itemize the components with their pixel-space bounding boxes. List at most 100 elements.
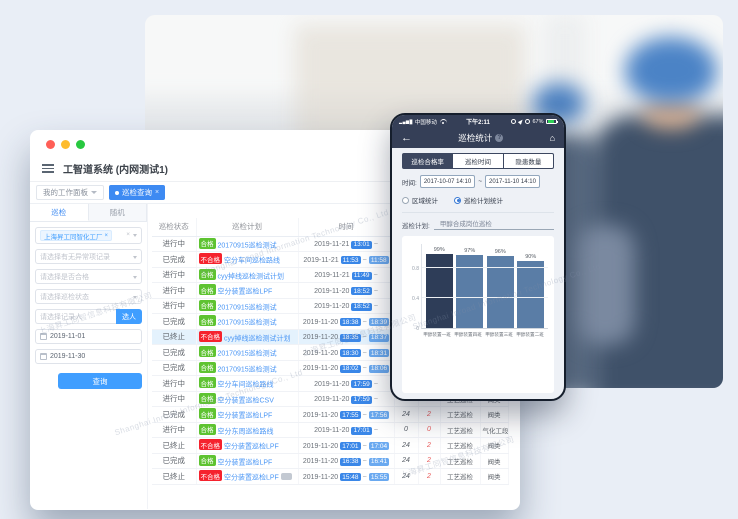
- date-text: 2019-11-20: [314, 427, 350, 434]
- item-count-cell: 24: [394, 468, 419, 485]
- tilde: ~: [362, 473, 367, 481]
- time-to-input[interactable]: 2017-11-10 14:10: [484, 175, 540, 188]
- plan-link[interactable]: 空分装置巡检LPF: [217, 288, 273, 296]
- plan-link[interactable]: 空分装置巡检LPF: [224, 474, 279, 482]
- column-header: 时间: [298, 218, 395, 237]
- pick-person-button[interactable]: 选人: [116, 309, 142, 324]
- plan-link[interactable]: cyy掉线巡检测试计划: [217, 273, 285, 280]
- abnormal-record-select[interactable]: 请选择有无异常项记录: [35, 249, 142, 264]
- input-placeholder: 请选择记录人: [40, 313, 82, 321]
- tilde: ~: [362, 411, 367, 419]
- status-cell: 进行中: [152, 267, 197, 283]
- plan-label: 巡检计划:: [402, 223, 430, 230]
- sidebar-tab-random[interactable]: 随机: [88, 204, 147, 221]
- inspection-type-cell: 工艺巡检: [440, 453, 481, 469]
- bar-column: 90%: [517, 254, 545, 328]
- result-badge: 不合格: [198, 439, 222, 450]
- radio-plan-statistics[interactable]: 巡检计划统计: [454, 195, 503, 205]
- recorder-input[interactable]: 请选择记录人: [35, 309, 116, 324]
- remove-tag-icon[interactable]: ×: [104, 232, 109, 239]
- clear-select-icon[interactable]: ×: [126, 231, 130, 238]
- tilde: ~: [362, 318, 367, 326]
- abnormal-count-cell: 2: [418, 453, 441, 469]
- start-time-pill: 18:35: [340, 333, 361, 342]
- plan-link[interactable]: 空分装置巡检CSV: [217, 397, 274, 404]
- start-time-pill: 13:01: [351, 240, 372, 249]
- phone-page-title: 巡检统计: [458, 133, 493, 143]
- radio-icon: [402, 196, 409, 204]
- area-cell: 阀类: [480, 453, 509, 469]
- alarm-icon: [525, 119, 530, 124]
- plan-cell: 合格 空分装置巡检CSV: [196, 391, 299, 407]
- table-row[interactable]: 已完成 合格 空分装置巡检LPF 2019-11-20 17:55 ~ 17:56…: [152, 406, 509, 423]
- time-cell: 2019-11-21 11:53 ~ 11:58: [298, 251, 395, 268]
- sidebar-tab-inspection[interactable]: 巡检: [30, 204, 89, 221]
- time-from-input[interactable]: 2017-10-07 14:10: [419, 175, 476, 188]
- bar-chart-card: 0 0.4 0.8 99% 97% 96% 90% 甲醇装置一班 甲醇装置四班 甲醇装置三班甲…: [402, 236, 554, 393]
- status-cell: 已终止: [152, 329, 197, 345]
- table-row[interactable]: 进行中 合格 空分东周巡检路线 2019-11-20 17:01 ~ 0 0 工艺…: [152, 422, 509, 438]
- plan-link[interactable]: 空分装置巡检LPF: [217, 459, 273, 466]
- time-range-label: 时间:: [402, 179, 417, 187]
- table-row[interactable]: 已终止 不合格 空分装置巡检LPF 2019-11-20 17:01 ~ 17:0…: [152, 437, 509, 454]
- plan-cell: 合格 空分车间巡检路线: [196, 375, 299, 392]
- table-row[interactable]: 已终止 不合格 空分装置巡检LPF 2019-11-20 15:48 ~ 15:5…: [152, 468, 509, 485]
- item-count-cell: 0: [394, 422, 419, 438]
- plan-value-field[interactable]: 甲醇合成岗位巡检: [433, 218, 554, 230]
- date-to-input[interactable]: 2019-11-30: [35, 349, 142, 364]
- info-icon[interactable]: ?: [495, 134, 504, 142]
- segment-inspection-time[interactable]: 巡检时间: [453, 154, 504, 168]
- table-row[interactable]: 已完成 合格 空分装置巡检LPF 2019-11-20 16:38 ~ 16:41…: [152, 453, 509, 469]
- plan-link[interactable]: 空分车间巡检路线: [217, 381, 274, 389]
- signal-icon: ▂▄▆█: [399, 119, 413, 124]
- inspection-status-select[interactable]: 请选择巡检状态: [35, 289, 142, 304]
- factory-tag: 上海昇工同智化工厂 ×: [40, 230, 113, 241]
- date-text: 2019-11-20: [302, 458, 339, 465]
- radio-area-statistics[interactable]: 区域统计: [402, 195, 438, 205]
- menu-icon[interactable]: [42, 164, 54, 173]
- plan-link[interactable]: 空分装置巡检LPF: [224, 443, 279, 451]
- start-time-pill: 18:30: [340, 349, 361, 357]
- plan-link[interactable]: 20170915巡检测试: [217, 242, 277, 249]
- y-tick-label: 0: [416, 326, 419, 332]
- minimize-window-button[interactable]: [61, 140, 70, 149]
- time-cell: 2019-11-20 18:38 ~ 18:39: [298, 313, 395, 330]
- item-count-cell: 24: [394, 406, 419, 423]
- tab-my-workspace[interactable]: 我的工作面板: [36, 185, 104, 200]
- plan-link[interactable]: 20170915巡检测试: [217, 304, 277, 311]
- maximize-window-button[interactable]: [76, 140, 85, 149]
- x-tick-label: 甲醇装置四班: [454, 332, 482, 338]
- close-window-button[interactable]: [46, 140, 55, 149]
- plan-link[interactable]: 空分车间巡检路线: [224, 257, 280, 265]
- gridline: [422, 267, 548, 268]
- plan-link[interactable]: 20170915巡检测试: [217, 366, 277, 373]
- battery-percent-label: 67%: [532, 118, 544, 125]
- factory-select[interactable]: 上海昇工同智化工厂 × ×: [35, 227, 142, 244]
- segment-pass-rate[interactable]: 巡检合格率: [403, 154, 454, 168]
- plan-cell: 不合格 cyy掉线巡检测试计划: [196, 329, 299, 345]
- home-icon[interactable]: ⌂: [549, 133, 555, 143]
- start-time-pill: 17:55: [340, 411, 361, 419]
- plan-link[interactable]: 20170915巡检测试: [217, 319, 277, 327]
- calendar-icon: [40, 353, 47, 360]
- plan-cell: 合格 20170915巡检测试: [196, 298, 299, 314]
- y-tick-label: 0.4: [412, 296, 419, 302]
- date-from-input[interactable]: 2019-11-01: [35, 329, 142, 344]
- time-cell: 2019-11-20 18:02 ~ 18:06: [298, 360, 395, 376]
- plan-link[interactable]: 空分装置巡检LPF: [217, 412, 273, 420]
- segment-hazard-count[interactable]: 隐患数量: [515, 159, 542, 166]
- start-time-pill: 18:02: [340, 364, 361, 373]
- plan-link[interactable]: 20170915巡检测试: [217, 350, 277, 358]
- tab-inspection-query[interactable]: 巡检查询 ×: [109, 185, 166, 200]
- start-time-pill: 18:38: [340, 318, 361, 326]
- back-arrow-icon[interactable]: ←: [401, 131, 412, 144]
- status-cell: 进行中: [152, 298, 197, 314]
- end-time-pill: 18:06: [368, 364, 390, 373]
- plan-link[interactable]: 空分东周巡检路线: [217, 428, 274, 435]
- close-tab-icon[interactable]: ×: [155, 189, 160, 196]
- statistics-mode-radios: 区域统计 巡检计划统计: [402, 195, 554, 205]
- plan-link[interactable]: cyy掉线巡检测试计划: [224, 335, 291, 342]
- qualified-select[interactable]: 请选择是否合格: [35, 269, 142, 284]
- search-button[interactable]: 查询: [58, 373, 142, 389]
- plan-cell: 合格 空分装置巡检LPF: [196, 406, 299, 423]
